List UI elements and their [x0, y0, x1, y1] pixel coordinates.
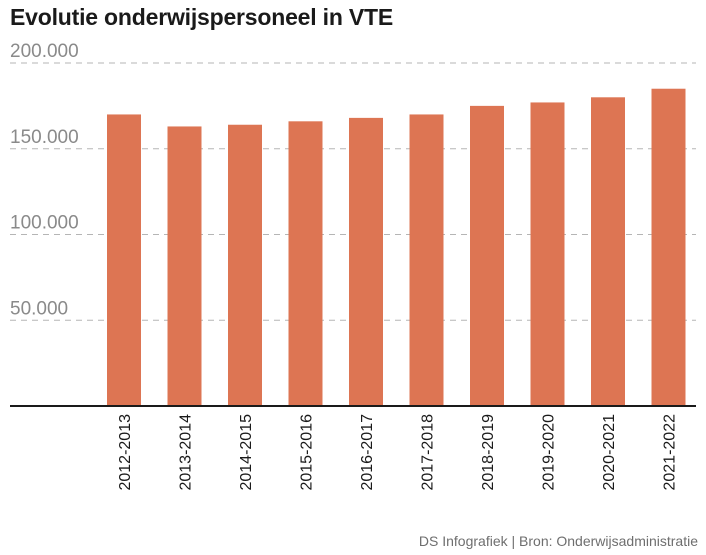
x-tick-label: 2014-2015	[238, 414, 255, 491]
y-axis-ticks: 50.000 100.000 150.000 200.000	[10, 41, 79, 319]
x-tick-label: 2018-2019	[480, 414, 497, 491]
bar-2012-2013	[107, 114, 141, 406]
x-tick-label: 2012-2013	[117, 414, 134, 491]
y-tick-label: 200.000	[10, 41, 79, 62]
y-tick-label: 150.000	[10, 127, 79, 148]
x-tick-label: 2017-2018	[420, 414, 437, 491]
y-tick-label: 100.000	[10, 213, 79, 234]
source-note: DS Infografiek | Bron: Onderwijsadminist…	[418, 533, 698, 549]
x-tick-label: 2016-2017	[359, 414, 376, 491]
bar-2021-2022	[651, 88, 686, 406]
bar-2020-2021	[591, 97, 625, 407]
bar-2014-2015	[228, 124, 262, 407]
bar-2017-2018	[409, 114, 444, 406]
x-tick-label: 2020-2021	[601, 414, 618, 491]
bar-2015-2016	[288, 121, 323, 406]
bar-2013-2014	[167, 126, 202, 406]
x-tick-label: 2015-2016	[299, 414, 316, 491]
x-tick-label: 2021-2022	[662, 414, 679, 491]
bar-2019-2020	[530, 102, 565, 406]
x-axis-ticks: 2012-2013 2013-2014 2014-2015 2015-2016 2016…	[117, 414, 679, 491]
x-tick-label: 2019-2020	[541, 414, 558, 491]
x-tick-label: 2013-2014	[178, 414, 195, 491]
bar-2018-2019	[470, 105, 504, 406]
bars	[107, 88, 686, 407]
y-tick-label: 50.000	[10, 298, 68, 319]
bar-2016-2017	[349, 117, 383, 406]
chart-title: Evolutie onderwijspersoneel in VTE	[10, 4, 394, 30]
